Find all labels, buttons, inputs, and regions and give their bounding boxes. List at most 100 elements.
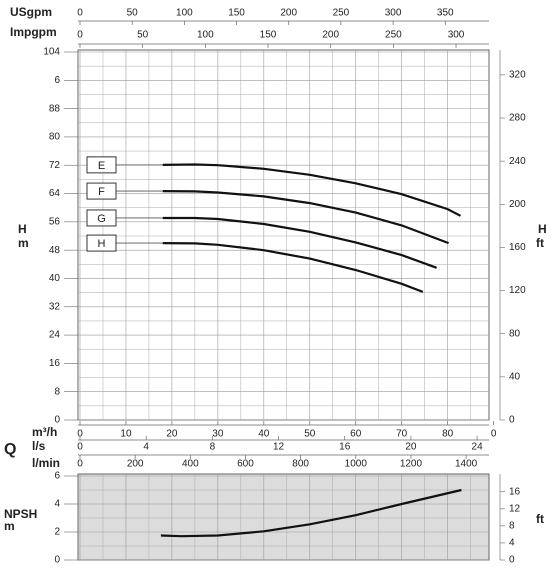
series-label: H xyxy=(98,238,106,250)
series-label: G xyxy=(97,213,106,225)
series-label: F xyxy=(98,186,105,198)
y-tick-label: 32 xyxy=(49,301,61,312)
x-tick-label: 50 xyxy=(127,8,139,19)
y-tick-label: 24 xyxy=(49,330,61,341)
x-tick-label: 40 xyxy=(258,429,270,440)
y2-tick-label: 0 xyxy=(509,555,515,566)
npsh-unit: m xyxy=(4,519,15,533)
y-tick-label: 64 xyxy=(49,188,61,199)
x-tick-label: 300 xyxy=(448,30,465,41)
y2-tick-label: 240 xyxy=(509,156,526,167)
x-tick-label: 0 xyxy=(77,442,83,453)
y-tick-label: 4 xyxy=(54,499,60,510)
y2-tick-label: 16 xyxy=(509,486,521,497)
curve xyxy=(160,488,462,538)
npsh-label: NPSH xyxy=(4,507,37,521)
y2-tick-label: 120 xyxy=(509,285,526,296)
y-label-symbol: H xyxy=(18,222,27,236)
x-tick-label: 0 xyxy=(491,429,497,440)
x-tick-label: 16 xyxy=(339,442,351,453)
y2-tick-label: 320 xyxy=(509,70,526,81)
y-tick-label: 2 xyxy=(54,527,60,538)
x-tick-label: 60 xyxy=(350,429,362,440)
impgpm-label: Impgpm xyxy=(10,25,57,39)
y-tick-label: 16 xyxy=(49,358,61,369)
x-tick-label: 300 xyxy=(385,8,402,19)
x-tick-label: 80 xyxy=(442,429,454,440)
label-box xyxy=(86,209,117,227)
y2-tick-label: 8 xyxy=(509,521,515,532)
npsh-y2-label: ft xyxy=(536,512,544,526)
y-tick-label: 0 xyxy=(54,555,60,566)
x-tick-label: 150 xyxy=(228,8,245,19)
y-tick-label: 40 xyxy=(49,273,61,284)
x-tick-label: 50 xyxy=(137,30,149,41)
x-tick-label: 250 xyxy=(385,30,402,41)
y-tick-label: 104 xyxy=(43,47,60,58)
lmin-label: l/min xyxy=(32,456,60,470)
x-tick-label: 1400 xyxy=(455,459,478,470)
x-tick-label: 100 xyxy=(176,8,193,19)
y-tick-label: 80 xyxy=(49,132,61,143)
x-tick-label: 150 xyxy=(260,30,277,41)
curve xyxy=(162,163,462,217)
x-tick-label: 0 xyxy=(77,30,83,41)
label-box xyxy=(86,156,117,174)
y-label-unit: m xyxy=(18,236,29,250)
curve xyxy=(162,190,449,245)
label-box xyxy=(86,182,117,200)
x-tick-label: 1000 xyxy=(345,459,368,470)
x-label: m³/h xyxy=(32,425,57,439)
y-tick-label: 56 xyxy=(49,216,61,227)
y-tick-label: 88 xyxy=(49,103,61,114)
plot-area xyxy=(77,49,490,421)
x-tick-label: 400 xyxy=(182,459,199,470)
plot-area xyxy=(77,473,490,561)
ls-label: l/s xyxy=(32,439,46,453)
x-tick-label: 30 xyxy=(212,429,224,440)
y2-tick-label: 40 xyxy=(509,371,521,382)
x-tick-label: 0 xyxy=(77,429,83,440)
x-tick-label: 4 xyxy=(143,442,149,453)
curve xyxy=(162,216,437,269)
x-tick-label: 800 xyxy=(292,459,309,470)
y-tick-label: 0 xyxy=(54,415,60,426)
x-tick-label: 20 xyxy=(166,429,178,440)
x-tick-label: 24 xyxy=(472,442,484,453)
x-tick-label: 100 xyxy=(197,30,214,41)
y2-tick-label: 200 xyxy=(509,199,526,210)
y-tick-label: 72 xyxy=(49,160,61,171)
y2-tick-label: 280 xyxy=(509,113,526,124)
y2-tick-label: 12 xyxy=(509,503,521,514)
y2-tick-label: 160 xyxy=(509,242,526,253)
y2-tick-label: 0 xyxy=(509,415,515,426)
x-tick-label: 0 xyxy=(77,8,83,19)
x-tick-label: 12 xyxy=(273,442,285,453)
y2-label-symbol: H xyxy=(538,222,547,236)
series-label: E xyxy=(98,160,105,172)
x-tick-label: 250 xyxy=(333,8,350,19)
y2-tick-label: 4 xyxy=(509,538,515,549)
x-tick-label: 70 xyxy=(396,429,408,440)
x-tick-label: 200 xyxy=(127,459,144,470)
curve xyxy=(162,242,424,293)
q-label: Q xyxy=(4,441,16,458)
x-tick-label: 8 xyxy=(210,442,216,453)
x-tick-label: 200 xyxy=(280,8,297,19)
y-tick-label: 8 xyxy=(54,386,60,397)
x-tick-label: 1200 xyxy=(400,459,423,470)
x-tick-label: 50 xyxy=(304,429,316,440)
x-tick-label: 350 xyxy=(437,8,454,19)
y-tick-label: 6 xyxy=(54,75,60,86)
y-tick-label: 48 xyxy=(49,245,61,256)
label-box xyxy=(86,234,117,252)
x-tick-label: 10 xyxy=(120,429,132,440)
y2-label-unit: ft xyxy=(536,236,544,250)
x-tick-label: 200 xyxy=(322,30,339,41)
y-tick-label: 6 xyxy=(54,471,60,482)
x-tick-label: 20 xyxy=(405,442,417,453)
y2-tick-label: 80 xyxy=(509,328,521,339)
x-tick-label: 0 xyxy=(77,459,83,470)
usgpm-label: USgpm xyxy=(10,5,52,19)
